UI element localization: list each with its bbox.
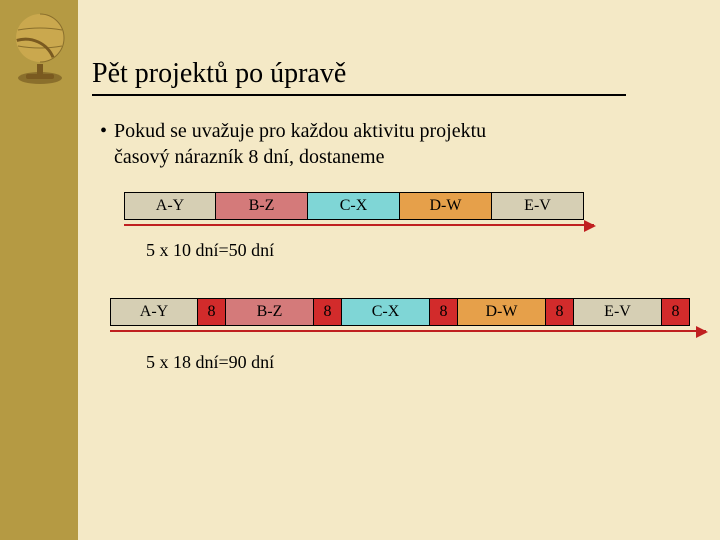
project-box: E-V xyxy=(492,192,584,220)
buffer-box: 8 xyxy=(662,298,690,326)
row1-caption: 5 x 10 dní=50 dní xyxy=(146,240,274,261)
timeline-arrow-1 xyxy=(124,224,594,226)
project-box: A-Y xyxy=(124,192,216,220)
bullet-text: •Pokud se uvažuje pro každou aktivitu pr… xyxy=(100,118,660,170)
buffer-box: 8 xyxy=(546,298,574,326)
project-box: B-Z xyxy=(216,192,308,220)
bullet-line-2: časový nárazník 8 dní, dostaneme xyxy=(114,146,384,168)
globe-icon xyxy=(10,8,74,94)
project-box: A-Y xyxy=(110,298,198,326)
row2-caption: 5 x 18 dní=90 dní xyxy=(146,352,274,373)
buffer-box: 8 xyxy=(430,298,458,326)
timeline-arrow-2 xyxy=(110,330,706,332)
buffer-box: 8 xyxy=(198,298,226,326)
project-box: E-V xyxy=(574,298,662,326)
slide: Pět projektů po úpravě •Pokud se uvažuje… xyxy=(0,0,720,540)
buffer-box: 8 xyxy=(314,298,342,326)
project-box: D-W xyxy=(458,298,546,326)
project-box: B-Z xyxy=(226,298,314,326)
project-box: C-X xyxy=(342,298,430,326)
project-box: C-X xyxy=(308,192,400,220)
project-row-2: A-Y8B-Z8C-X8D-W8E-V8 xyxy=(110,298,690,326)
project-row-1: A-YB-ZC-XD-WE-V xyxy=(124,192,584,220)
project-box: D-W xyxy=(400,192,492,220)
slide-title: Pět projektů po úpravě xyxy=(92,58,626,96)
bullet-line-1: Pokud se uvažuje pro každou aktivitu pro… xyxy=(114,120,486,142)
